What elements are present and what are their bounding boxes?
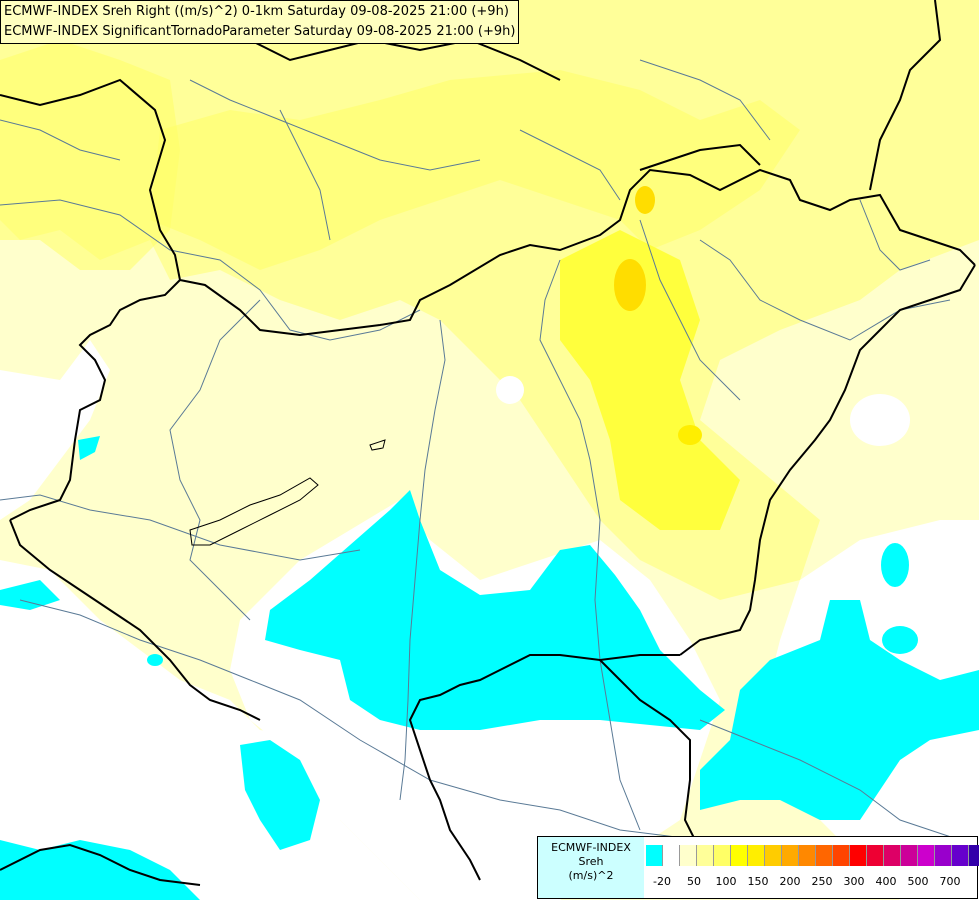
border-ne-right	[869, 0, 942, 191]
border-top	[249, 38, 561, 81]
legend-swatch	[748, 845, 765, 866]
lake-small	[369, 439, 386, 451]
legend-tick: 500	[907, 875, 929, 888]
sreh-zone-white-east-spot	[850, 394, 910, 446]
border-south	[408, 654, 680, 881]
sreh-zone-white-west	[0, 340, 110, 520]
sreh-zone-yellow-core	[560, 230, 740, 530]
sreh-zone-cyan-west	[0, 580, 60, 610]
legend-swatch	[850, 845, 867, 866]
sreh-zone-cyan-west-small	[78, 436, 100, 460]
legend-swatch	[680, 845, 697, 866]
sreh-zone-cyan-east-spot-2	[882, 626, 918, 654]
title-line-2: ECMWF-INDEX SignificantTornadoParameter …	[4, 24, 516, 39]
sreh-zone-cyan-east-spot	[881, 543, 909, 587]
sreh-zone-cyan-east	[700, 600, 979, 820]
legend-swatch	[918, 845, 935, 866]
legend-source: ECMWF-INDEX	[551, 841, 631, 854]
lake-balaton	[189, 477, 319, 546]
rivers	[0, 59, 961, 841]
legend-ticks: -20 50 100 150 200 250 300 400 500 700	[646, 875, 976, 889]
legend-swatch	[867, 845, 884, 866]
legend-swatch	[765, 845, 782, 866]
legend-swatches	[646, 845, 979, 866]
sreh-hotspot-2	[635, 186, 655, 214]
title-line-1: ECMWF-INDEX Sreh Right ((m/s)^2) 0-1km S…	[4, 4, 509, 19]
legend-swatch	[646, 845, 663, 866]
border-east	[679, 264, 976, 656]
legend-tick: 100	[715, 875, 737, 888]
border-southwest	[9, 519, 261, 721]
legend-swatch	[935, 845, 952, 866]
legend-swatch	[833, 845, 850, 866]
sreh-zone-yellow-left	[0, 40, 180, 270]
legend-swatch	[952, 845, 969, 866]
legend-tick: 150	[747, 875, 769, 888]
legend-swatch	[799, 845, 816, 866]
legend-tick: 400	[875, 875, 897, 888]
legend-swatch	[884, 845, 901, 866]
legend-tick: -20	[653, 875, 671, 888]
sreh-zone-cyan-small-1	[147, 654, 163, 666]
sreh-zone-yellow-north-inner	[150, 70, 800, 270]
border-north-east	[639, 143, 761, 171]
sreh-zone-cyan-bottom-left	[0, 840, 200, 900]
legend-swatch	[663, 845, 680, 866]
legend-swatch	[969, 845, 979, 866]
border-west	[9, 279, 181, 521]
legend-swatch	[816, 845, 833, 866]
legend-tick: 300	[843, 875, 865, 888]
legend-swatch	[714, 845, 731, 866]
border-south-left	[0, 843, 201, 886]
legend-variable: Sreh	[578, 855, 604, 868]
color-legend: ECMWF-INDEX Sreh (m/s)^2 -20 50 100 150 200 2…	[537, 836, 979, 899]
sreh-hotspot-3	[678, 425, 702, 445]
border-north	[0, 78, 976, 337]
sreh-zone-white-north-spot	[496, 376, 524, 404]
legend-tick: 250	[811, 875, 833, 888]
map-title-box: ECMWF-INDEX Sreh Right ((m/s)^2) 0-1km S…	[0, 0, 520, 44]
legend-swatch	[697, 845, 714, 866]
legend-tick: 50	[687, 875, 701, 888]
legend-tick: 200	[779, 875, 801, 888]
sreh-hotspot-1	[614, 259, 646, 311]
legend-swatch	[901, 845, 918, 866]
legend-swatch	[731, 845, 748, 866]
legend-swatch	[782, 845, 799, 866]
legend-unit: (m/s)^2	[568, 869, 614, 882]
sreh-zone-cyan-southwest	[240, 740, 320, 850]
legend-label: ECMWF-INDEX Sreh (m/s)^2	[538, 837, 644, 898]
legend-tick: 700	[939, 875, 961, 888]
